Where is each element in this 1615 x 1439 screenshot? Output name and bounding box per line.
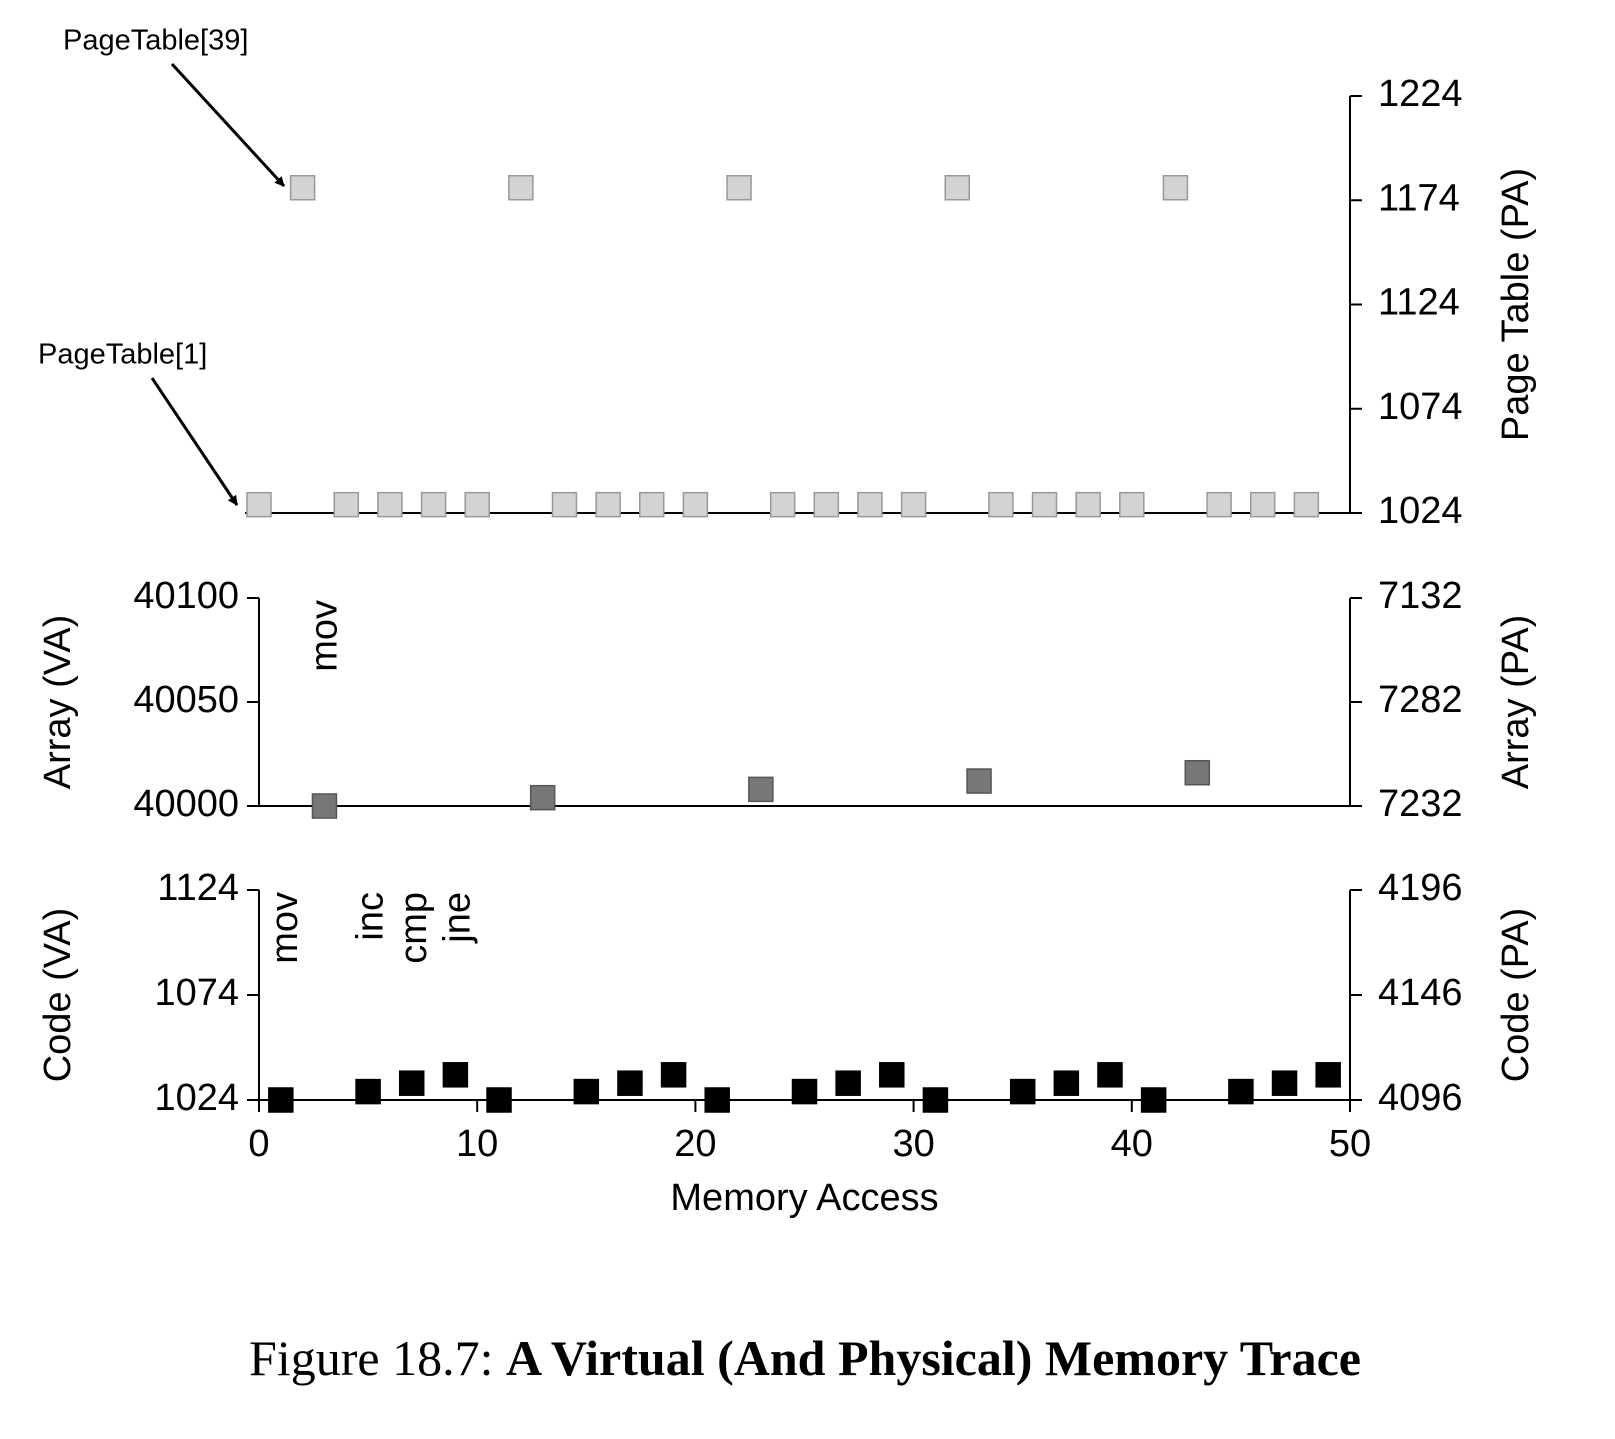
x-tick-label: 0: [248, 1123, 269, 1165]
marker: [355, 1078, 381, 1105]
annotation: PageTable[39]: [63, 25, 248, 57]
y2-axis-label: Page Table (PA): [1495, 168, 1537, 441]
marker: [508, 174, 534, 201]
marker: [551, 491, 578, 518]
marker: [726, 174, 752, 201]
marker: [988, 491, 1014, 518]
caption: Figure 18.7: A Virtual (And Physical) Me…: [249, 1330, 1361, 1386]
marker: [944, 174, 970, 201]
marker: [595, 491, 621, 518]
marker: [529, 784, 556, 811]
marker: [617, 1070, 643, 1096]
marker: [1009, 1078, 1036, 1105]
marker: [639, 491, 665, 518]
marker: [682, 491, 709, 518]
annotation: jne: [437, 892, 479, 944]
marker: [879, 1062, 905, 1088]
y2-tick-label: 1124: [1378, 282, 1460, 324]
marker: [1097, 1062, 1123, 1088]
marker: [442, 1062, 469, 1088]
marker: [660, 1062, 687, 1088]
marker: [1053, 1070, 1080, 1096]
marker: [1184, 759, 1211, 786]
marker: [704, 1087, 730, 1113]
marker: [1315, 1062, 1341, 1088]
y2-tick-label: 4146: [1378, 972, 1463, 1014]
y2-axis-label: Array (PA): [1495, 615, 1537, 790]
marker: [377, 491, 403, 518]
y2-tick-label: 1024: [1378, 490, 1463, 532]
marker: [1206, 491, 1232, 518]
marker: [1075, 491, 1101, 518]
annotation: PageTable[1]: [38, 339, 207, 371]
x-tick-label: 30: [892, 1123, 934, 1165]
marker: [835, 1070, 861, 1096]
marker: [1293, 491, 1320, 518]
y-axis-label: Code (VA): [37, 908, 79, 1083]
y2-tick-label: 4196: [1378, 867, 1463, 909]
y2-tick-label: 1074: [1378, 386, 1463, 428]
marker: [1162, 174, 1189, 201]
arrow: [170, 62, 286, 188]
marker: [922, 1087, 949, 1113]
marker: [311, 793, 338, 819]
marker: [857, 491, 883, 518]
y-tick-label: 40000: [133, 783, 239, 825]
caption-title: A Virtual (And Physical) Memory Trace: [506, 1330, 1361, 1386]
x-axis-label: Memory Access: [670, 1177, 938, 1219]
marker: [333, 491, 360, 518]
arrow: [150, 377, 239, 506]
marker: [398, 1070, 425, 1096]
marker: [813, 491, 840, 518]
marker: [1031, 491, 1058, 518]
marker: [420, 491, 447, 518]
x-tick-label: 20: [674, 1123, 716, 1165]
y2-axis-label: Code (PA): [1495, 908, 1537, 1083]
marker: [748, 776, 774, 803]
y2-tick-label: 4096: [1378, 1077, 1463, 1119]
y-tick-label: 40050: [133, 679, 239, 721]
marker: [1249, 491, 1276, 518]
x-tick-label: 50: [1329, 1123, 1371, 1165]
y2-tick-label: 7132: [1378, 575, 1463, 617]
marker: [1271, 1070, 1298, 1096]
y2-tick-label: 7232: [1378, 783, 1463, 825]
caption-label: Figure 18.7:: [249, 1330, 493, 1386]
y-tick-label: 1074: [154, 972, 239, 1014]
x-tick-label: 40: [1111, 1123, 1153, 1165]
marker: [289, 174, 316, 201]
y-tick-label: 1024: [154, 1077, 239, 1119]
marker: [900, 491, 927, 518]
marker: [769, 491, 796, 518]
annotation: mov: [264, 892, 306, 964]
marker: [791, 1078, 818, 1105]
marker: [966, 768, 992, 794]
y-tick-label: 1124: [157, 867, 239, 909]
marker: [1119, 491, 1145, 518]
marker: [268, 1087, 294, 1113]
y-axis-label: Array (VA): [37, 615, 79, 790]
annotation: cmp: [393, 892, 435, 964]
x-tick-label: 10: [456, 1123, 498, 1165]
y-tick-label: 40100: [133, 575, 239, 617]
y2-tick-label: 1174: [1378, 177, 1460, 219]
annotation: mov: [303, 600, 345, 672]
marker: [1140, 1087, 1167, 1113]
y2-tick-label: 1224: [1378, 73, 1463, 115]
y2-tick-label: 7282: [1378, 679, 1463, 721]
marker: [1228, 1078, 1254, 1105]
marker: [246, 491, 272, 518]
marker: [464, 491, 490, 518]
annotation: inc: [349, 892, 391, 941]
marker: [486, 1087, 512, 1113]
marker: [573, 1078, 600, 1105]
